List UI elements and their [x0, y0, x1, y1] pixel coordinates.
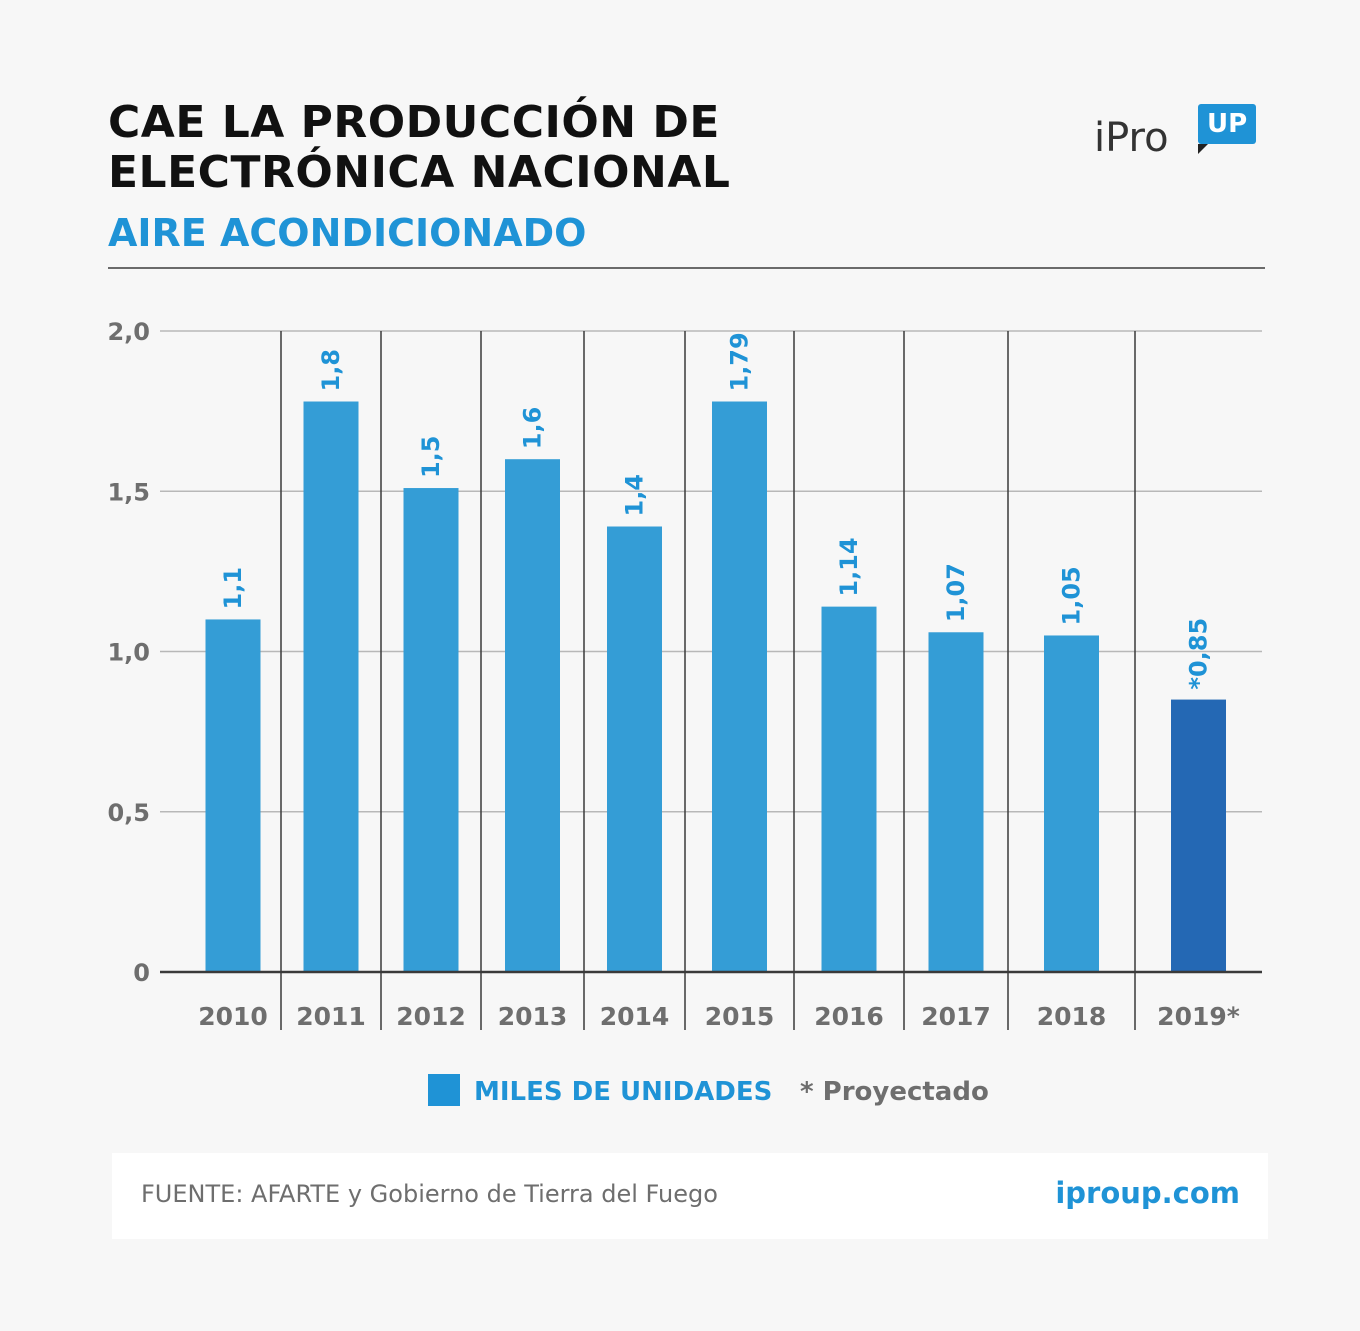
x-tick-label: 2014 — [600, 1002, 670, 1031]
title-line-2: ELECTRÓNICA NACIONAL — [108, 147, 731, 198]
bar — [607, 526, 662, 972]
bar — [403, 488, 459, 972]
bar — [928, 632, 984, 972]
data-label: 1,1 — [219, 567, 247, 610]
bar — [1044, 635, 1099, 972]
data-label: 1,8 — [317, 349, 345, 392]
site-link[interactable]: iproup.com — [1055, 1176, 1240, 1210]
chart-title: CAE LA PRODUCCIÓN DE ELECTRÓNICA NACIONA… — [108, 98, 730, 198]
bar — [205, 619, 261, 972]
y-tick-label: 2,0 — [107, 318, 150, 346]
chart-subtitle: AIRE ACONDICIONADO — [108, 211, 587, 255]
logo-badge-tail — [1198, 144, 1208, 154]
y-tick-label: 1,5 — [107, 478, 150, 506]
data-label: 1,6 — [519, 407, 547, 450]
legend-label: MILES DE UNIDADES — [474, 1077, 773, 1107]
legend-swatch — [428, 1074, 460, 1106]
x-tick-label: 2016 — [814, 1002, 884, 1031]
header-divider — [108, 267, 1265, 269]
bar — [505, 459, 560, 972]
data-label: *0,85 — [1185, 618, 1213, 690]
logo-badge: UP — [1198, 104, 1257, 144]
bar — [712, 401, 767, 972]
bar — [303, 401, 359, 972]
y-tick-label: 1,0 — [107, 639, 150, 667]
x-tick-label: 2017 — [921, 1002, 991, 1031]
logo-text: iPro — [1094, 115, 1169, 161]
x-tick-label: 2010 — [198, 1002, 268, 1031]
x-tick-label: 2011 — [296, 1002, 366, 1031]
data-label: 1,05 — [1058, 566, 1086, 625]
bar — [821, 606, 877, 972]
bar-chart: 0 0,5 1,0 1,5 2,0 1,1 2010 1,8 2011 1,5 2012 1,6 201… — [107, 318, 1262, 1031]
y-tick-label: 0,5 — [107, 799, 150, 827]
x-tick-label: 2018 — [1037, 1002, 1107, 1031]
x-tick-label: 2019* — [1157, 1002, 1240, 1031]
data-label: 1,4 — [621, 474, 649, 517]
y-tick-label: 0 — [133, 959, 150, 987]
data-label: 1,14 — [835, 537, 863, 596]
x-tick-label: 2013 — [498, 1002, 568, 1031]
footer: FUENTE: AFARTE y Gobierno de Tierra del … — [112, 1153, 1268, 1239]
iproup-logo: iPro UP — [1094, 104, 1274, 164]
data-label: 1,79 — [726, 332, 754, 391]
x-tick-label: 2012 — [396, 1002, 466, 1031]
legend-projected-note: * Proyectado — [800, 1077, 989, 1107]
source-text: FUENTE: AFARTE y Gobierno de Tierra del … — [141, 1180, 718, 1208]
x-tick-label: 2015 — [705, 1002, 775, 1031]
data-label: 1,5 — [417, 436, 445, 479]
data-label: 1,07 — [942, 563, 970, 622]
title-line-1: CAE LA PRODUCCIÓN DE — [108, 97, 720, 148]
bar — [1171, 699, 1226, 972]
